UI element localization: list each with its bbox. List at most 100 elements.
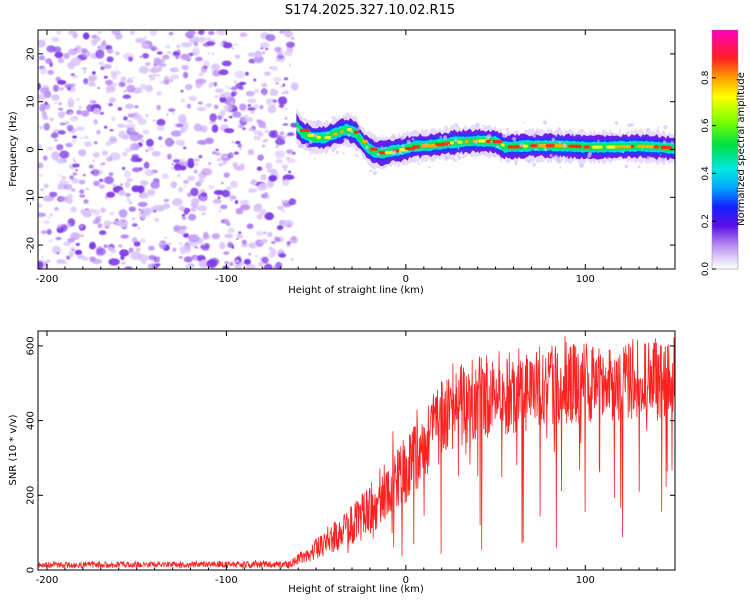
spectrogram-noise-speck xyxy=(229,199,233,202)
spectrogram-noise-speck xyxy=(131,237,138,243)
spectrogram-noise-speck xyxy=(186,103,192,109)
spectrogram-noise-speck xyxy=(215,152,221,156)
spectrogram-noise-speck xyxy=(267,105,277,114)
spectrogram-noise-speck xyxy=(270,248,277,256)
spectrogram-noise-speck xyxy=(229,261,234,267)
spectrogram-noise-speck xyxy=(38,162,44,169)
spectrogram-noise-speck xyxy=(241,243,248,248)
spectrogram-noise-speck xyxy=(109,49,113,52)
spectrogram-xtick-label: 100 xyxy=(576,274,595,285)
spectrogram-noise-speck xyxy=(75,242,80,247)
spectrogram-noise-speck xyxy=(135,37,147,44)
spectrogram-noise-speck xyxy=(86,208,96,213)
spectrogram-track-speck xyxy=(607,156,610,160)
spectrogram-noise-speck xyxy=(282,83,285,87)
spectrogram-noise-speck xyxy=(69,116,79,122)
spectrogram-track-speck xyxy=(549,140,552,143)
spectrogram-noise-speck xyxy=(190,187,199,197)
spectrogram-track-speck xyxy=(304,142,309,147)
spectrogram-noise-speck xyxy=(83,199,89,204)
spectrogram-noise-speck xyxy=(264,212,275,221)
spectrogram-noise-speck xyxy=(147,146,155,152)
spectrogram-noise-speck xyxy=(282,123,289,126)
spectrogram-noise-speck xyxy=(261,88,268,96)
spectrogram-noise-speck xyxy=(82,211,92,218)
spectrogram-noise-speck xyxy=(211,124,219,133)
spectrogram-noise-speck xyxy=(288,63,291,67)
spectrogram-track-core xyxy=(307,133,315,137)
spectrogram-noise-speck xyxy=(195,56,203,62)
snr-ytick-label: 200 xyxy=(26,486,37,505)
spectrogram-noise-speck xyxy=(277,205,285,211)
spectrogram-noise-speck xyxy=(92,152,101,158)
spectrogram-noise-speck xyxy=(158,136,163,141)
spectrogram-track-core xyxy=(545,144,555,148)
spectrogram-noise-speck xyxy=(43,183,49,189)
spectrogram-noise-speck xyxy=(234,265,238,268)
spectrogram-noise-speck xyxy=(124,124,131,128)
spectrogram-noise-speck xyxy=(211,233,220,240)
spectrogram-xtick-label: -200 xyxy=(36,274,59,285)
spectrogram-track-speck xyxy=(401,145,405,148)
spectrogram-noise-speck xyxy=(227,242,234,248)
spectrogram-noise-speck xyxy=(42,230,46,234)
spectrogram-noise-speck xyxy=(105,64,109,67)
spectrogram-noise-speck xyxy=(201,212,206,216)
spectrogram-track-core xyxy=(324,135,332,140)
spectrogram-noise-speck xyxy=(244,258,251,265)
spectrogram-noise-speck xyxy=(68,110,73,115)
spectrogram-noise-speck xyxy=(67,97,75,106)
spectrogram-noise-speck xyxy=(125,193,131,197)
spectrogram-noise-speck xyxy=(44,101,48,106)
spectrogram-noise-speck xyxy=(98,178,104,182)
spectrogram-track-speck xyxy=(342,152,345,155)
spectrogram-noise-speck xyxy=(165,44,171,49)
spectrogram-noise-speck xyxy=(273,76,282,82)
spectrogram-track-speck xyxy=(439,136,442,139)
spectrogram-noise-speck xyxy=(222,42,233,49)
spectrogram-noise-speck xyxy=(46,216,51,219)
spectrogram-track-speck xyxy=(523,121,526,124)
spectrogram-noise-speck xyxy=(218,162,224,167)
spectrogram-noise-speck xyxy=(38,203,43,208)
spectrogram-track-speck xyxy=(572,134,575,137)
spectrogram-noise-speck xyxy=(196,36,207,43)
spectrogram-noise-speck xyxy=(91,169,100,176)
spectrogram-track-core xyxy=(412,145,420,149)
spectrogram-noise-speck xyxy=(276,54,285,60)
spectrogram-noise-speck xyxy=(56,252,60,255)
spectrogram-noise-speck xyxy=(221,40,228,44)
spectrogram-noise-speck xyxy=(197,101,203,105)
spectrogram-noise-speck xyxy=(178,114,187,124)
spectrogram-track-speck xyxy=(312,120,315,123)
spectrogram-noise-speck xyxy=(263,263,273,269)
spectrogram-noise-speck xyxy=(151,150,161,157)
spectrogram-noise-speck xyxy=(224,85,228,88)
spectrogram-noise-speck xyxy=(214,95,219,99)
spectrogram-noise-speck xyxy=(110,254,113,257)
spectrogram-noise-speck xyxy=(83,141,93,147)
spectrogram-noise-speck xyxy=(171,112,176,115)
spectrogram-noise-speck xyxy=(190,198,200,205)
spectrogram-noise-speck xyxy=(187,175,196,182)
spectrogram-noise-speck xyxy=(42,155,48,161)
spectrogram-noise-speck xyxy=(184,83,193,91)
spectrogram-noise-speck xyxy=(39,87,50,94)
spectrogram-track-speck xyxy=(454,138,458,143)
spectrogram-noise-speck xyxy=(220,204,228,210)
spectrogram-track-core xyxy=(370,147,378,151)
spectrogram-noise-speck xyxy=(140,180,149,186)
spectrogram-noise-speck xyxy=(82,256,89,261)
spectrogram-noise-speck xyxy=(286,149,294,154)
spectrogram-noise-speck xyxy=(286,241,291,245)
spectrogram-noise-speck xyxy=(38,93,46,101)
spectrogram-noise-speck xyxy=(166,51,172,54)
spectrogram-noise-speck xyxy=(77,51,81,53)
spectrogram-noise-speck xyxy=(56,224,62,230)
spectrogram-noise-speck xyxy=(182,233,190,238)
spectrogram-noise-speck xyxy=(202,243,206,246)
spectrogram-noise-speck xyxy=(245,71,249,76)
spectrogram-noise-speck xyxy=(184,212,188,215)
spectrogram-noise-speck xyxy=(193,169,198,174)
spectrogram-noise-speck xyxy=(175,139,185,146)
